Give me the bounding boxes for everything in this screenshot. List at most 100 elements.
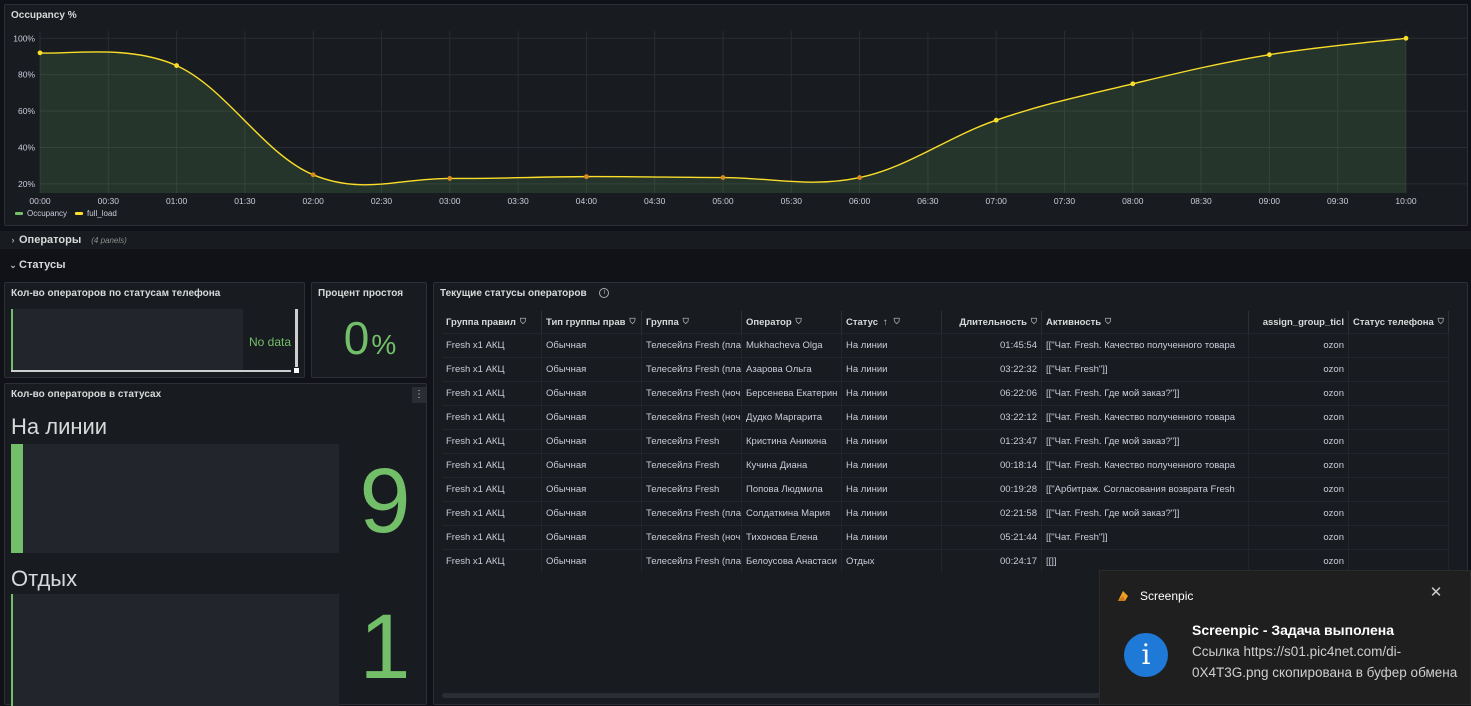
table-cell: ozon xyxy=(1249,430,1349,453)
table-cell: Телесейлз Fresh xyxy=(642,430,742,453)
table-cell: Отдых xyxy=(842,550,942,573)
column-header-phone-status[interactable]: Статус телефона ⛉ xyxy=(1349,311,1449,333)
column-header-assign-group[interactable]: assign_group_ticl xyxy=(1249,311,1349,333)
table-cell: На линии xyxy=(842,478,942,501)
info-icon[interactable]: i xyxy=(599,288,610,299)
filter-icon[interactable]: ⛉ xyxy=(1105,317,1112,326)
table-row[interactable]: Fresh x1 АКЦ Обычная Телесейлз Fresh (пла Б… xyxy=(442,549,1449,573)
table-cell: Телесейлз Fresh (ноч xyxy=(642,382,742,405)
table-cell: [["Чат. Fresh. Где мой заказ?"]] xyxy=(1042,502,1249,525)
filter-icon[interactable]: ⛉ xyxy=(1437,317,1444,326)
column-header-label: Группа xyxy=(646,316,679,328)
row-operators[interactable]: › Операторы (4 panels) xyxy=(0,231,1471,249)
toast-notification[interactable]: Screenpic ✕ i Screenpic - Задача выполен… xyxy=(1099,570,1471,705)
table-cell: Телесейлз Fresh (ноч xyxy=(642,406,742,429)
idle-percent-stat: 0% xyxy=(312,311,428,365)
table-cell: Телесейлз Fresh (пла xyxy=(642,334,742,357)
column-header-group-type[interactable]: Тип группы прав ⛉ xyxy=(542,311,642,333)
x-tick-label: 01:30 xyxy=(234,196,256,206)
data-point xyxy=(1403,35,1409,41)
table-cell: Белоусова Анастаси xyxy=(742,550,842,573)
table-cell: Fresh x1 АКЦ xyxy=(442,550,542,573)
data-point xyxy=(1267,52,1272,58)
table-cell: Fresh x1 АКЦ xyxy=(442,358,542,381)
toast-title: Screenpic - Задача выполена xyxy=(1192,622,1395,638)
table-cell: [["Чат. Fresh"]] xyxy=(1042,358,1249,381)
column-header-label: Оператор xyxy=(746,316,792,328)
sort-asc-icon[interactable]: ↑ xyxy=(883,316,888,328)
filter-icon[interactable]: ⛉ xyxy=(682,317,689,326)
table-row[interactable]: Fresh x1 АКЦ Обычная Телесейлз Fresh (ноч Д… xyxy=(442,405,1449,429)
chart-legend: Occupancy full_load xyxy=(15,209,117,218)
legend-swatch-occupancy xyxy=(15,212,23,215)
y-tick-label: 60% xyxy=(18,106,35,116)
table-cell: ozon xyxy=(1249,478,1349,501)
table-cell: 00:19:28 xyxy=(942,478,1042,501)
filter-icon[interactable]: ⛉ xyxy=(795,317,802,326)
status-bar-fill-rest xyxy=(11,594,13,706)
column-header-operator[interactable]: Оператор ⛉ xyxy=(742,311,842,333)
y-tick-label: 40% xyxy=(18,142,35,152)
table-cell: [["Чат. Fresh. Качество полученного това… xyxy=(1042,454,1249,477)
column-header-rule-group[interactable]: Группа правил ⛉ xyxy=(442,311,542,333)
data-point xyxy=(447,176,453,181)
idle-percent-panel: Процент простоя 0% xyxy=(311,282,427,378)
table-cell: На линии xyxy=(842,406,942,429)
table-cell: Обычная xyxy=(542,382,642,405)
table-cell: Обычная xyxy=(542,430,642,453)
column-header-activity[interactable]: Активность ⛉ xyxy=(1042,311,1249,333)
table-row[interactable]: Fresh x1 АКЦ Обычная Телесейлз Fresh Попова… xyxy=(442,477,1449,501)
table-cell: Телесейлз Fresh (пла xyxy=(642,502,742,525)
occupancy-chart[interactable]: 00:00 00:30 01:00 01:30 02:00 02:30 03:00 03:30… xyxy=(5,5,1467,225)
column-header-label: assign_group_ticl xyxy=(1262,316,1344,328)
data-point xyxy=(993,117,999,123)
x-tick-label: 07:00 xyxy=(986,196,1008,206)
x-tick-label: 08:00 xyxy=(1122,196,1144,206)
table-cell: ozon xyxy=(1249,526,1349,549)
kebab-icon[interactable]: ⋮ xyxy=(412,387,426,403)
filter-icon[interactable]: ⛉ xyxy=(1031,317,1037,326)
chevron-down-icon: ⌄ xyxy=(9,259,17,270)
status-value-on-line: 9 xyxy=(359,450,411,552)
column-header-duration[interactable]: Длительность ⛉ xyxy=(942,311,1042,333)
table-cell xyxy=(1349,550,1449,573)
table-row[interactable]: Fresh x1 АКЦ Обычная Телесейлз Fresh (пла С… xyxy=(442,501,1449,525)
y-tick-label: 100% xyxy=(13,33,35,43)
table-cell xyxy=(1349,454,1449,477)
horizontal-scrollbar[interactable] xyxy=(442,693,1455,698)
table-cell: Кучина Диана xyxy=(742,454,842,477)
table-cell: Обычная xyxy=(542,502,642,525)
idle-percent-value: 0 xyxy=(343,312,370,364)
legend-item-full-load[interactable]: full_load xyxy=(75,209,117,218)
table-cell: Обычная xyxy=(542,526,642,549)
filter-icon[interactable]: ⛉ xyxy=(629,317,636,326)
x-tick-label: 05:30 xyxy=(781,196,803,206)
vertical-scrollbar[interactable] xyxy=(295,309,298,367)
legend-item-occupancy[interactable]: Occupancy xyxy=(15,209,67,218)
status-label-on-line: На линии xyxy=(11,414,108,439)
data-point xyxy=(174,63,180,68)
legend-label-full-load: full_load xyxy=(87,209,117,218)
table-row[interactable]: Fresh x1 АКЦ Обычная Телесейлз Fresh (ноч Б… xyxy=(442,381,1449,405)
table-row[interactable]: Fresh x1 АКЦ Обычная Телесейлз Fresh Кристи… xyxy=(442,429,1449,453)
filter-icon[interactable]: ⛉ xyxy=(519,317,526,326)
horizontal-scrollbar[interactable] xyxy=(11,370,291,372)
table-cell: Fresh x1 АКЦ xyxy=(442,430,542,453)
occupancy-panel-title: Occupancy % xyxy=(11,10,77,21)
close-icon[interactable]: ✕ xyxy=(1429,584,1443,601)
table-row[interactable]: Fresh x1 АКЦ Обычная Телесейлз Fresh Кучина… xyxy=(442,453,1449,477)
x-tick-label: 06:00 xyxy=(849,196,871,206)
row-statuses[interactable]: ⌄ Статусы xyxy=(0,256,65,274)
table-cell: ozon xyxy=(1249,382,1349,405)
column-header-label: Статус xyxy=(846,316,879,328)
column-header-status[interactable]: Статус ↑ ⛉ xyxy=(842,311,942,333)
table-row[interactable]: Fresh x1 АКЦ Обычная Телесейлз Fresh (пла А… xyxy=(442,357,1449,381)
table-cell: Телесейлз Fresh (ноч xyxy=(642,526,742,549)
filter-icon[interactable]: ⛉ xyxy=(893,317,900,326)
row-statuses-label: Статусы xyxy=(19,259,66,271)
column-header-group[interactable]: Группа ⛉ xyxy=(642,311,742,333)
table-row[interactable]: Fresh x1 АКЦ Обычная Телесейлз Fresh (пла M… xyxy=(442,333,1449,357)
table-cell: Fresh x1 АКЦ xyxy=(442,526,542,549)
table-cell: Fresh x1 АКЦ xyxy=(442,382,542,405)
table-row[interactable]: Fresh x1 АКЦ Обычная Телесейлз Fresh (ноч Т… xyxy=(442,525,1449,549)
